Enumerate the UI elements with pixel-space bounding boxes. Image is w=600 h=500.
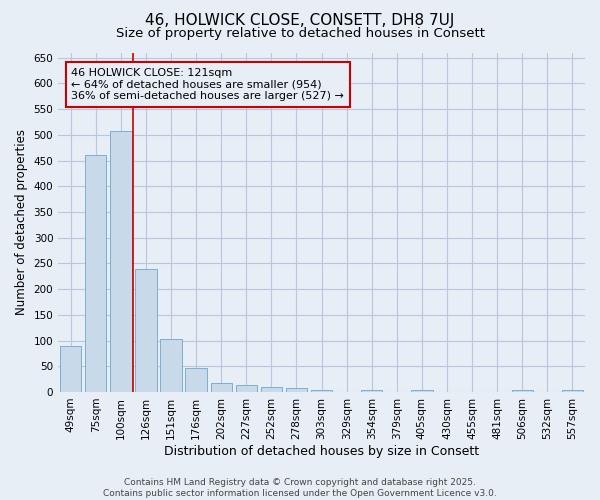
Text: Size of property relative to detached houses in Consett: Size of property relative to detached ho… [115, 28, 485, 40]
Bar [261, 387, 282, 392]
Bar [311, 390, 332, 392]
Text: 46, HOLWICK CLOSE, CONSETT, DH8 7UJ: 46, HOLWICK CLOSE, CONSETT, DH8 7UJ [145, 12, 455, 28]
Text: 46 HOLWICK CLOSE: 121sqm
← 64% of detached houses are smaller (954)
36% of semi-: 46 HOLWICK CLOSE: 121sqm ← 64% of detach… [71, 68, 344, 101]
X-axis label: Distribution of detached houses by size in Consett: Distribution of detached houses by size … [164, 444, 479, 458]
Bar [110, 131, 131, 392]
Bar [211, 383, 232, 392]
Bar [411, 390, 433, 392]
Bar [236, 385, 257, 392]
Bar [60, 346, 82, 392]
Text: Contains HM Land Registry data © Crown copyright and database right 2025.
Contai: Contains HM Land Registry data © Crown c… [103, 478, 497, 498]
Bar [160, 339, 182, 392]
Bar [562, 390, 583, 392]
Bar [512, 390, 533, 392]
Y-axis label: Number of detached properties: Number of detached properties [15, 129, 28, 315]
Bar [286, 388, 307, 392]
Bar [185, 368, 207, 392]
Bar [361, 390, 382, 392]
Bar [136, 268, 157, 392]
Bar [85, 156, 106, 392]
